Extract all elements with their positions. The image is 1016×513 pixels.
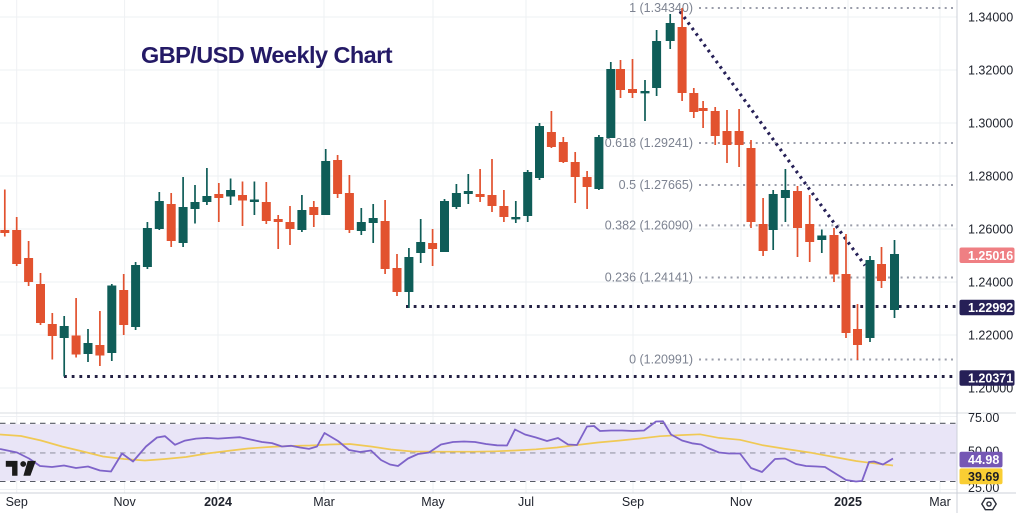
svg-text:2025: 2025 [834, 495, 862, 509]
svg-text:0.382 (1.26090): 0.382 (1.26090) [605, 218, 693, 232]
svg-text:GBP/USD Weekly Chart: GBP/USD Weekly Chart [141, 42, 393, 68]
svg-text:Nov: Nov [730, 495, 753, 509]
svg-text:1.22000: 1.22000 [968, 329, 1013, 343]
svg-text:Mar: Mar [929, 495, 951, 509]
svg-text:Nov: Nov [113, 495, 136, 509]
svg-text:75.00: 75.00 [968, 411, 999, 425]
svg-text:0.618 (1.29241): 0.618 (1.29241) [605, 136, 693, 150]
svg-text:Mar: Mar [313, 495, 335, 509]
svg-text:1.24000: 1.24000 [968, 276, 1013, 290]
svg-text:0 (1.20991): 0 (1.20991) [629, 353, 693, 367]
svg-text:39.69: 39.69 [968, 470, 999, 484]
svg-text:1.34000: 1.34000 [968, 11, 1013, 25]
svg-text:Sep: Sep [622, 495, 644, 509]
svg-text:Jul: Jul [518, 495, 534, 509]
svg-text:0.236 (1.24141): 0.236 (1.24141) [605, 271, 693, 285]
svg-text:2024: 2024 [204, 495, 232, 509]
svg-text:0.5 (1.27665): 0.5 (1.27665) [619, 178, 693, 192]
svg-text:1.32000: 1.32000 [968, 64, 1013, 78]
svg-text:1.30000: 1.30000 [968, 117, 1013, 131]
svg-text:25.00: 25.00 [968, 481, 999, 495]
svg-text:1.22992: 1.22992 [968, 301, 1013, 315]
svg-text:1.25016: 1.25016 [968, 249, 1013, 263]
svg-text:1 (1.34340): 1 (1.34340) [629, 1, 693, 15]
svg-text:Sep: Sep [6, 495, 28, 509]
svg-text:1.28000: 1.28000 [968, 170, 1013, 184]
svg-text:44.98: 44.98 [968, 453, 999, 467]
svg-text:1.20371: 1.20371 [968, 372, 1013, 386]
svg-text:May: May [421, 495, 445, 509]
svg-text:1.26000: 1.26000 [968, 223, 1013, 237]
